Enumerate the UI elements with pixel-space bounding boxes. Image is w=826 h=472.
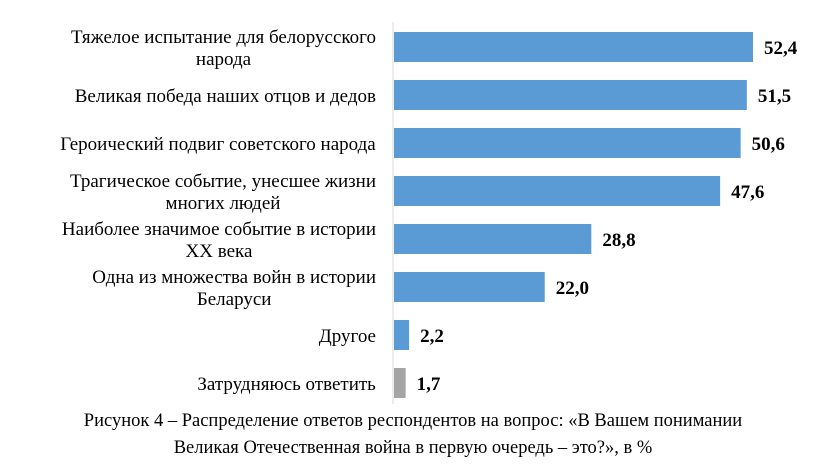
value-label-0: 52,4 [764,38,798,59]
value-labels-group: 52,4 51,5 50,6 47,6 28,8 22,0 2,2 1,7 [417,38,798,395]
category-label-6: Другое [319,326,376,347]
value-label-2: 50,6 [752,134,785,155]
category-labels-group: Тяжелое испытание для белорусского народа… [60,27,376,395]
category-label-2: Героический подвиг советского народа [60,134,376,155]
bar-4 [394,224,592,254]
category-label-0: Тяжелое испытание для белорусского народа [71,27,376,70]
value-label-6: 2,2 [420,326,444,347]
value-label-5: 22,0 [556,278,589,299]
value-label-7: 1,7 [417,374,441,395]
caption-line-2: Великая Отечественная война в первую оче… [173,438,653,458]
category-label-1: Великая победа наших отцов и дедов [75,86,376,107]
bar-0 [394,32,753,62]
category-label-5: Одна из множества войн в истории Беларуси [92,267,376,310]
bar-2 [394,128,741,158]
caption-line-1: Рисунок 4 – Распределение ответов респон… [83,411,743,431]
bar-1 [394,80,747,110]
category-label-4: Наиболее значимое событие в истории XX ве… [62,219,376,262]
value-label-1: 51,5 [758,86,791,107]
bar-5 [394,272,545,302]
category-label-3: Трагическое событие, унесшее жизни многих… [70,171,376,214]
bar-7 [394,368,406,398]
bars-group [394,32,753,398]
value-label-3: 47,6 [731,182,764,203]
bar-chart: Тяжелое испытание для белорусского народа… [60,22,798,404]
figure-caption: Рисунок 4 – Распределение ответов респон… [0,408,826,462]
value-label-4: 28,8 [602,230,635,251]
bar-3 [394,176,721,206]
category-label-7: Затрудняюсь ответить [197,374,376,395]
bar-6 [394,320,410,350]
